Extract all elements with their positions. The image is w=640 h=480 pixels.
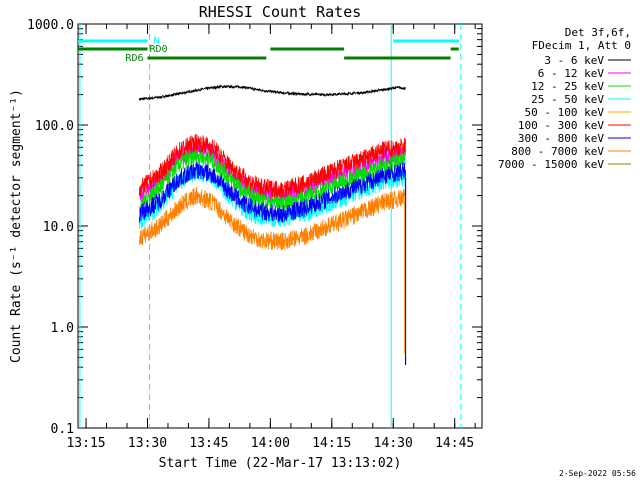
series-line-4 (139, 134, 406, 198)
x-tick-label: 14:15 (312, 436, 351, 451)
flag-label-n: N (153, 36, 159, 47)
x-tick-label: 13:45 (189, 436, 228, 451)
legend-entry-label: 7000 - 15000 keV (498, 158, 604, 171)
legend-entry-label: 25 - 50 keV (531, 93, 604, 106)
x-axis-title: Start Time (22-Mar-17 13:13:02) (159, 456, 402, 471)
y-tick-label: 0.1 (51, 422, 74, 437)
legend-entry-label: 800 - 7000 keV (511, 145, 604, 158)
x-tick-label: 14:45 (435, 436, 474, 451)
generation-timestamp: 2-Sep-2022 05:56 (559, 469, 636, 478)
x-tick-label: 14:00 (251, 436, 290, 451)
legend-entry-label: 3 - 6 keV (544, 54, 604, 67)
y-tick-label: 1.0 (51, 321, 74, 336)
series-line-2 (138, 147, 406, 215)
legend-entry-label: 100 - 300 keV (518, 119, 604, 132)
y-axis-title: Count Rate (s⁻¹ detector segment⁻¹) (9, 89, 24, 363)
legend-entry-label: 50 - 100 keV (525, 106, 605, 119)
series-line-5 (138, 161, 406, 224)
flag-label-rd0: RD0 (149, 44, 167, 55)
flag-label-rd6: RD6 (125, 53, 143, 64)
y-tick-label: 1000.0 (27, 18, 74, 33)
x-tick-label: 13:30 (128, 436, 167, 451)
series-line-6 (138, 186, 406, 251)
y-tick-label: 100.0 (35, 119, 74, 134)
legend-entry-label: 300 - 800 keV (518, 132, 604, 145)
legend-header-line: Det 3f,6f, (565, 26, 631, 39)
plot-area: 0.1 1.0 10.0 100.0 1000.0 13:15 13:30 13:45 14:0… (27, 18, 483, 451)
series-line-0 (138, 84, 406, 101)
chart-title: RHESSI Count Rates (199, 3, 362, 21)
y-tick-label: 10.0 (43, 220, 74, 235)
legend-header-line: FDecim 1, Att 0 (532, 39, 631, 52)
x-tick-label: 13:15 (66, 436, 105, 451)
legend-entry-label: 12 - 25 keV (531, 80, 604, 93)
x-tick-label: 14:30 (374, 436, 413, 451)
legend-entry-label: 6 - 12 keV (538, 67, 605, 80)
